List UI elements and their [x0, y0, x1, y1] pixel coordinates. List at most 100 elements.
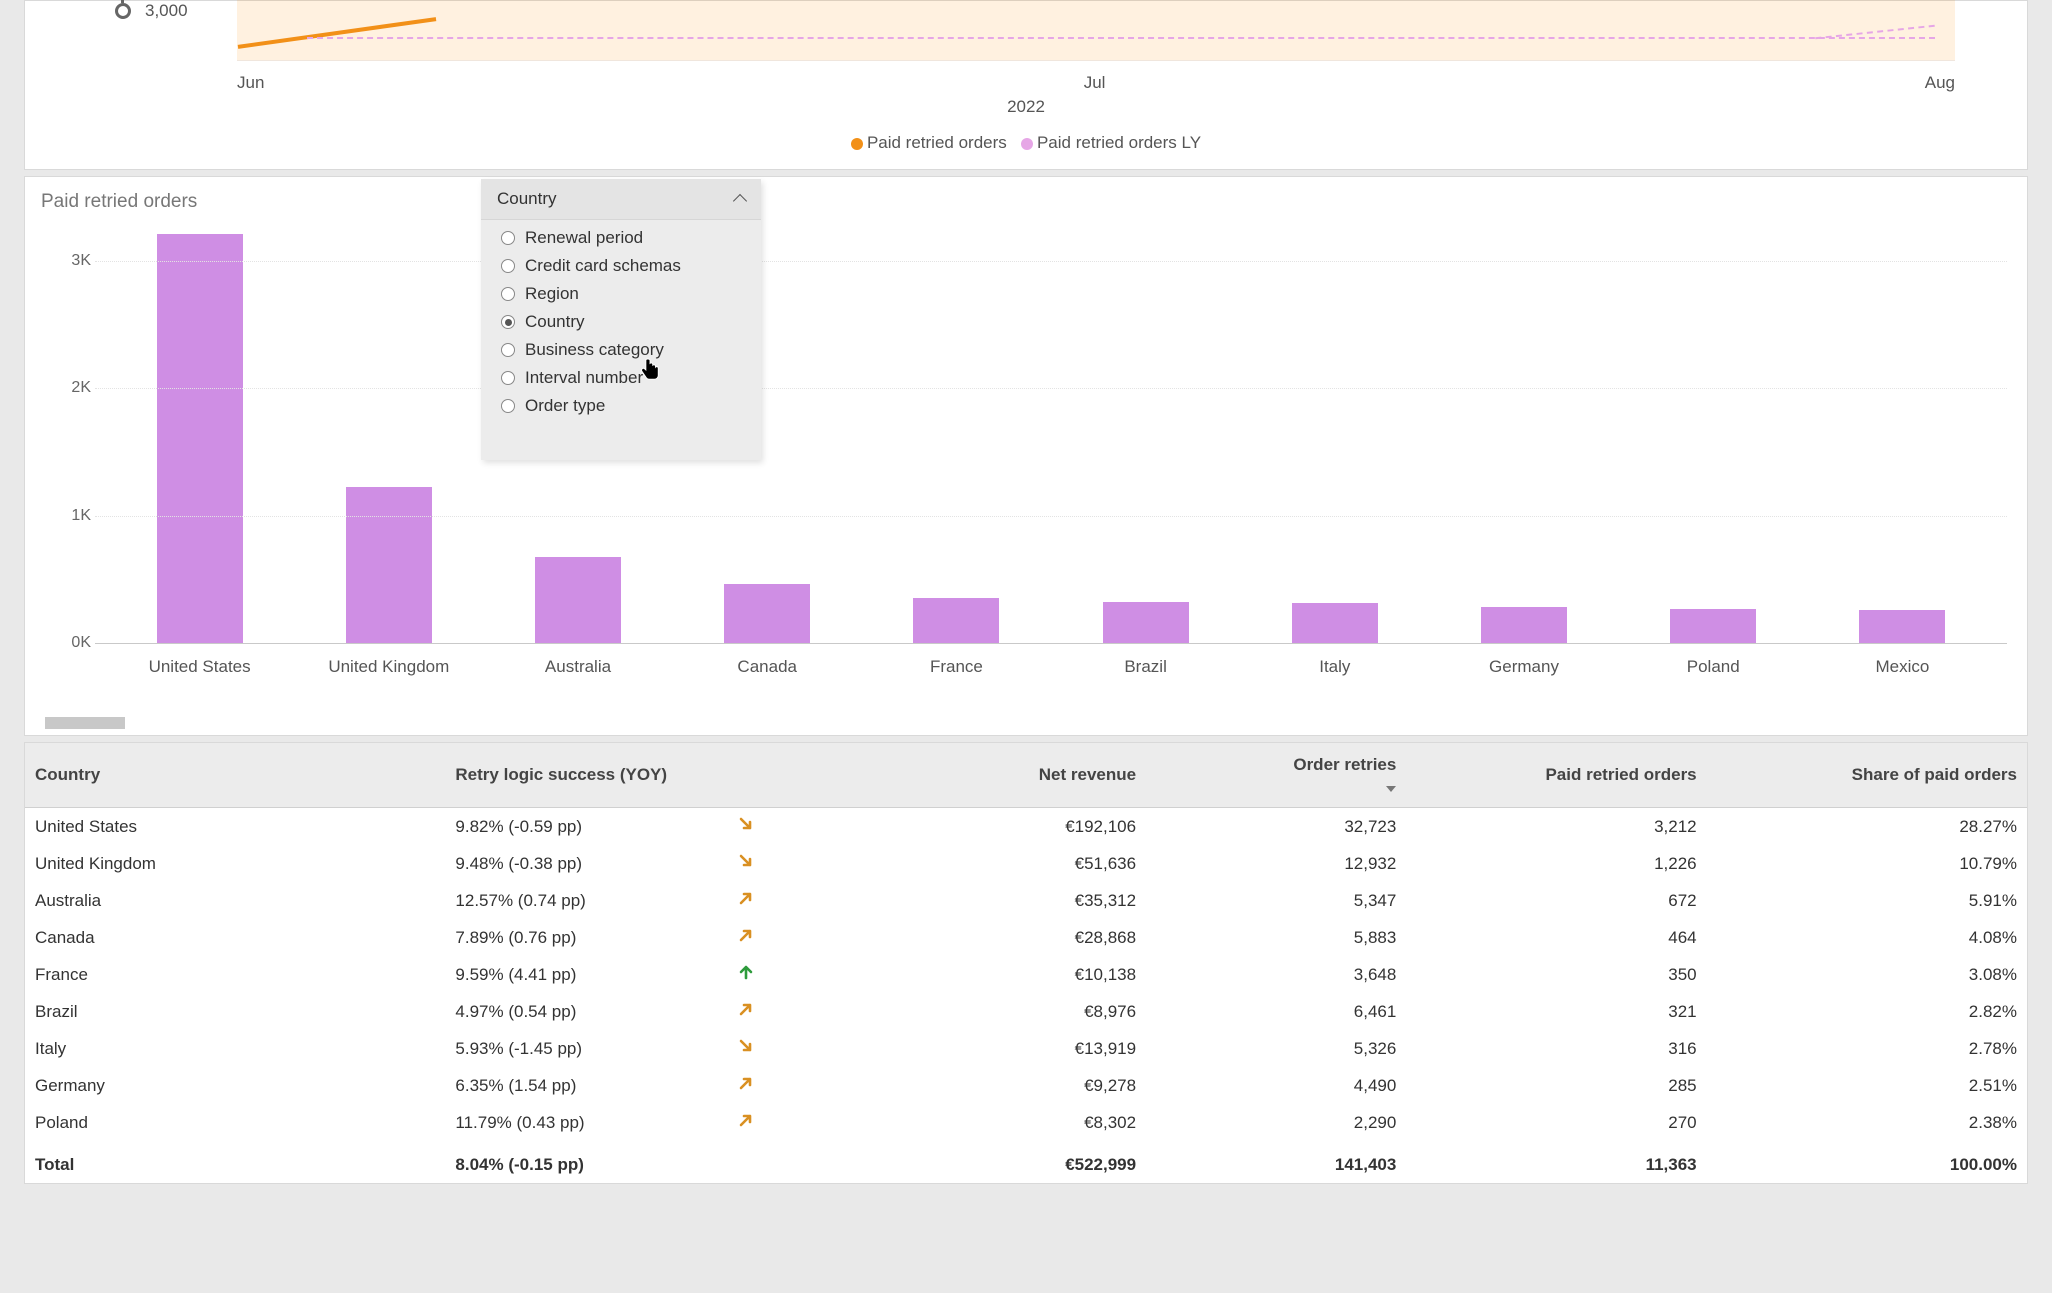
table-cell: €51,636: [786, 845, 1146, 882]
dimension-dropdown[interactable]: Country Renewal period Credit card schema…: [481, 179, 761, 460]
bar[interactable]: [1103, 602, 1189, 643]
column-header[interactable]: Share of paid orders: [1707, 743, 2027, 808]
bar[interactable]: [1481, 607, 1567, 643]
table-cell: 2.38%: [1707, 1104, 2027, 1141]
table-cell: 3,648: [1146, 956, 1406, 993]
y-tick-label: 3,000: [145, 1, 188, 21]
dropdown-option[interactable]: Credit card schemas: [481, 252, 761, 280]
table-cell: 464: [1406, 919, 1706, 956]
dropdown-option[interactable]: Order type: [481, 392, 761, 420]
table-row[interactable]: United Kingdom9.48% (-0.38 pp)€51,63612,…: [25, 845, 2027, 882]
bar[interactable]: [535, 557, 621, 643]
dropdown-option[interactable]: Business category: [481, 336, 761, 364]
x-tick: Aug: [1925, 73, 1955, 93]
gridline: [95, 643, 2007, 644]
gridline: [95, 516, 2007, 517]
column-header[interactable]: Net revenue: [786, 743, 1146, 808]
bar[interactable]: [346, 487, 432, 643]
dropdown-option-label: Business category: [525, 340, 664, 360]
dropdown-option[interactable]: Renewal period: [481, 224, 761, 252]
table-cell: 285: [1406, 1067, 1706, 1104]
table-cell: 9.59% (4.41 pp): [445, 956, 705, 993]
dropdown-option-label: Interval number: [525, 368, 643, 388]
table-row[interactable]: Germany6.35% (1.54 pp)€9,2784,4902852.51…: [25, 1067, 2027, 1104]
table-row[interactable]: Australia12.57% (0.74 pp)€35,3125,347672…: [25, 882, 2027, 919]
bar-slot: Mexico: [1828, 223, 1977, 643]
line-chart: 3,000 Jun Jul Aug 2022 Paid retried orde…: [37, 1, 2015, 161]
bar-chart-title: Paid retried orders: [41, 191, 2015, 213]
table-row[interactable]: Poland11.79% (0.43 pp)€8,3022,2902702.38…: [25, 1104, 2027, 1141]
legend-label-a: Paid retried orders: [867, 133, 1007, 152]
bar-category-label: Germany: [1489, 657, 1559, 677]
bar[interactable]: [1859, 610, 1945, 643]
column-header[interactable]: Country: [25, 743, 445, 808]
table-row[interactable]: Canada7.89% (0.76 pp)€28,8685,8834644.08…: [25, 919, 2027, 956]
bar-chart-panel: Paid retried orders United StatesUnited …: [24, 176, 2028, 736]
table-row[interactable]: Italy5.93% (-1.45 pp)€13,9195,3263162.78…: [25, 1030, 2027, 1067]
trend-down-icon: [738, 816, 754, 832]
dropdown-option-label: Order type: [525, 396, 605, 416]
column-header[interactable]: Order retries: [1146, 743, 1406, 808]
bar[interactable]: [724, 584, 810, 643]
bar-slot: Brazil: [1071, 223, 1220, 643]
radio-icon: [501, 399, 515, 413]
dropdown-selected-label: Country: [497, 189, 557, 209]
legend-label-b: Paid retried orders LY: [1037, 133, 1201, 152]
table-cell: €28,868: [786, 919, 1146, 956]
table-panel: Country Retry logic success (YOY) Net reve…: [24, 742, 2028, 1184]
table-cell: [706, 882, 786, 919]
table-row[interactable]: United States9.82% (-0.59 pp)€192,10632,…: [25, 808, 2027, 846]
bar[interactable]: [1670, 609, 1756, 643]
bar-category-label: Brazil: [1124, 657, 1167, 677]
horizontal-scrollbar[interactable]: [45, 717, 125, 729]
trend-up-diag-icon: [738, 927, 754, 943]
trend-up-diag-icon: [738, 1075, 754, 1091]
bar-slot: France: [882, 223, 1031, 643]
bar-category-label: France: [930, 657, 983, 677]
table-cell: United States: [25, 808, 445, 846]
table-cell: 8.04% (-0.15 pp): [445, 1141, 705, 1183]
trend-down-icon: [738, 1038, 754, 1054]
table-cell: Italy: [25, 1030, 445, 1067]
column-header-label: Paid retried orders: [1545, 765, 1696, 784]
dropdown-header[interactable]: Country: [481, 179, 761, 220]
x-axis: Jun Jul Aug: [237, 73, 1955, 93]
dropdown-option[interactable]: Country: [481, 308, 761, 336]
table-cell: 5,883: [1146, 919, 1406, 956]
table-cell: €8,302: [786, 1104, 1146, 1141]
column-header-label: Retry logic success (YOY): [455, 765, 667, 784]
y-tick-label: 0K: [45, 634, 91, 652]
table-cell: 5.93% (-1.45 pp): [445, 1030, 705, 1067]
table-cell: 3,212: [1406, 808, 1706, 846]
bar-category-label: Poland: [1687, 657, 1740, 677]
bar[interactable]: [1292, 603, 1378, 643]
column-header-label: Order retries: [1293, 755, 1396, 774]
bar[interactable]: [913, 598, 999, 643]
table-row[interactable]: France9.59% (4.41 pp)€10,1383,6483503.08…: [25, 956, 2027, 993]
bars-container: United StatesUnited KingdomAustraliaCana…: [95, 223, 2007, 643]
bar-slot: Poland: [1639, 223, 1788, 643]
dropdown-option-label: Region: [525, 284, 579, 304]
table-cell: €13,919: [786, 1030, 1146, 1067]
x-tick: Jun: [237, 73, 264, 93]
table-cell: [706, 919, 786, 956]
column-header[interactable]: Paid retried orders: [1406, 743, 1706, 808]
dropdown-option-label: Renewal period: [525, 228, 643, 248]
y-slider-handle[interactable]: [115, 3, 131, 19]
table-cell: €192,106: [786, 808, 1146, 846]
table-cell: United Kingdom: [25, 845, 445, 882]
table-row[interactable]: Brazil4.97% (0.54 pp)€8,9766,4613212.82%: [25, 993, 2027, 1030]
table-cell: Poland: [25, 1104, 445, 1141]
column-header[interactable]: [706, 743, 786, 808]
column-header[interactable]: Retry logic success (YOY): [445, 743, 705, 808]
table-cell: 10.79%: [1707, 845, 2027, 882]
bar[interactable]: [157, 234, 243, 643]
table-cell: €10,138: [786, 956, 1146, 993]
bar-category-label: Mexico: [1875, 657, 1929, 677]
dropdown-option[interactable]: Interval number: [481, 364, 761, 392]
dropdown-option-label: Credit card schemas: [525, 256, 681, 276]
bar-slot: United Kingdom: [314, 223, 463, 643]
table-cell: 12,932: [1146, 845, 1406, 882]
table-cell: 6,461: [1146, 993, 1406, 1030]
dropdown-option[interactable]: Region: [481, 280, 761, 308]
